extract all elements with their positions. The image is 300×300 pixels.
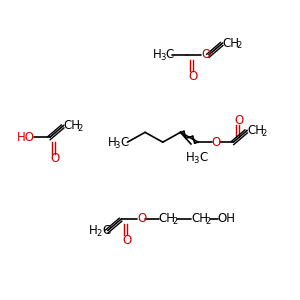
Text: C: C: [121, 136, 129, 148]
Text: H: H: [108, 136, 116, 148]
Text: O: O: [51, 152, 60, 165]
Text: 2: 2: [236, 41, 242, 50]
Text: CH: CH: [223, 37, 240, 50]
Text: 2: 2: [205, 217, 210, 226]
Text: 3: 3: [193, 156, 198, 165]
Text: O: O: [201, 48, 210, 61]
Text: CH: CH: [64, 119, 81, 132]
Text: 2: 2: [172, 217, 178, 226]
Text: 3: 3: [115, 141, 120, 150]
Text: 2: 2: [77, 124, 83, 133]
Text: O: O: [234, 114, 244, 127]
Text: O: O: [212, 136, 221, 148]
Text: O: O: [188, 70, 197, 83]
Text: HO: HO: [16, 131, 34, 144]
Text: CH: CH: [191, 212, 208, 225]
Text: H: H: [89, 224, 98, 237]
Text: 2: 2: [261, 129, 266, 138]
Text: H: H: [186, 152, 195, 164]
Text: OH: OH: [218, 212, 236, 225]
Text: C: C: [102, 224, 110, 237]
Text: C: C: [166, 48, 174, 61]
Text: CH: CH: [159, 212, 176, 225]
Text: CH: CH: [247, 124, 264, 137]
Text: C: C: [199, 152, 207, 164]
Text: 2: 2: [96, 229, 101, 238]
Text: O: O: [137, 212, 146, 225]
Text: O: O: [122, 234, 132, 247]
Text: H: H: [153, 48, 162, 61]
Text: 3: 3: [160, 53, 165, 62]
